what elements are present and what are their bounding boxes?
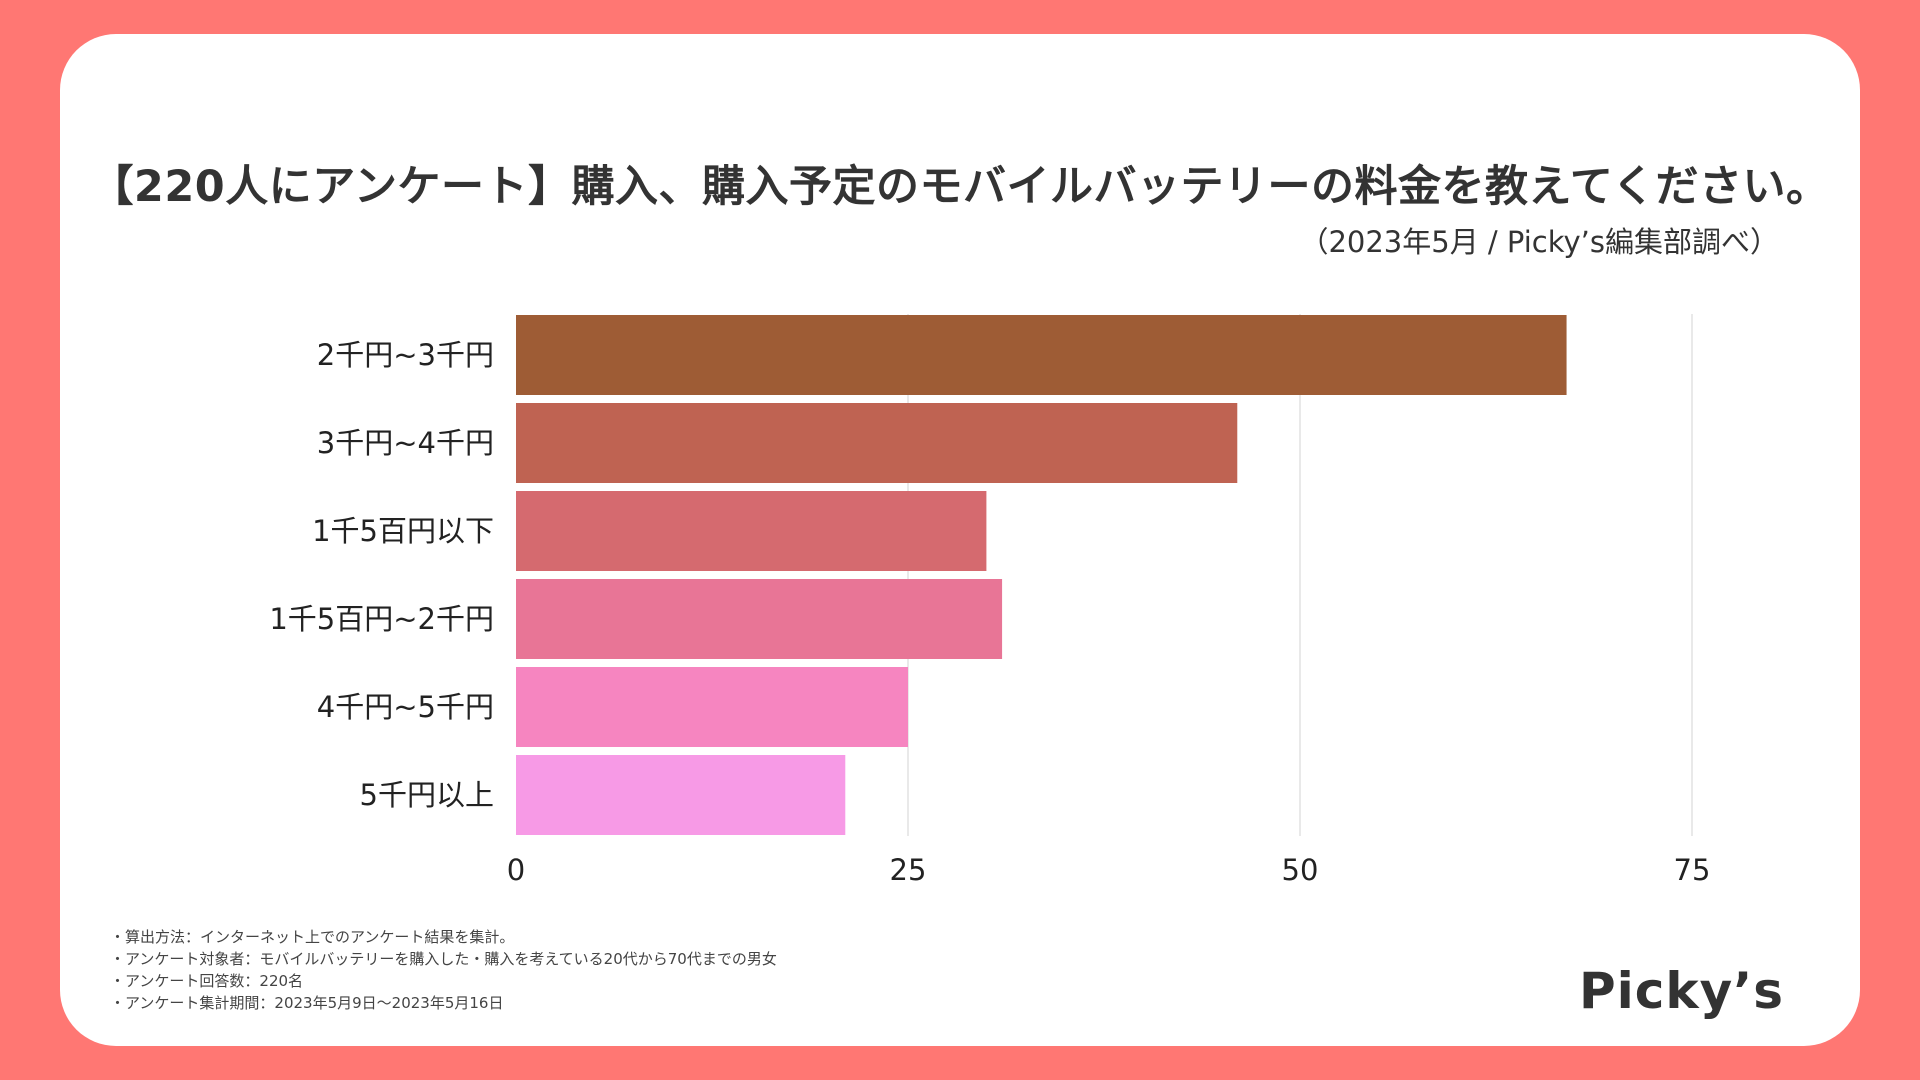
chart-title: 【220人にアンケート】購入、購入予定のモバイルバッテリーの料金を教えてください… — [90, 162, 1830, 212]
x-tick-label: 25 — [890, 853, 927, 887]
note-line: ・アンケート回答数：220名 — [110, 972, 304, 990]
category-label: 3千円~4千円 — [317, 426, 494, 460]
category-label: 2千円~3千円 — [317, 338, 494, 372]
note-line: ・アンケート対象者：モバイルバッテリーを購入した・購入を考えている20代から70… — [110, 950, 777, 968]
bar — [516, 579, 1003, 659]
bar — [516, 491, 987, 571]
category-label: 1千5百円~2千円 — [269, 602, 494, 636]
x-axis-ticks: 0 25 50 75 — [507, 853, 1711, 887]
note-line: ・アンケート集計期間：2023年5月9日〜2023年5月16日 — [110, 994, 504, 1012]
bar — [516, 315, 1567, 395]
bars — [516, 315, 1567, 835]
bar — [516, 755, 846, 835]
survey-notes: ・算出方法：インターネット上でのアンケート結果を集計。 ・アンケート対象者：モバ… — [110, 926, 777, 1014]
category-label: 5千円以上 — [360, 778, 494, 812]
bar — [516, 403, 1238, 483]
note-line: ・算出方法：インターネット上でのアンケート結果を集計。 — [110, 928, 515, 946]
category-label: 1千5百円以下 — [312, 514, 494, 548]
category-label: 4千円~5千円 — [317, 690, 494, 724]
x-tick-label: 50 — [1282, 853, 1319, 887]
bar — [516, 667, 908, 747]
x-tick-label: 0 — [507, 853, 525, 887]
chart-subtitle: （2023年5月 / Picky’s編集部調べ） — [1299, 225, 1779, 259]
x-tick-label: 75 — [1674, 853, 1711, 887]
category-labels: 2千円~3千円 3千円~4千円 1千5百円以下 1千5百円~2千円 4千円~5千円 5千円… — [269, 338, 494, 812]
brand-logo: Picky’s — [1578, 962, 1784, 1020]
gridlines — [907, 314, 1693, 836]
